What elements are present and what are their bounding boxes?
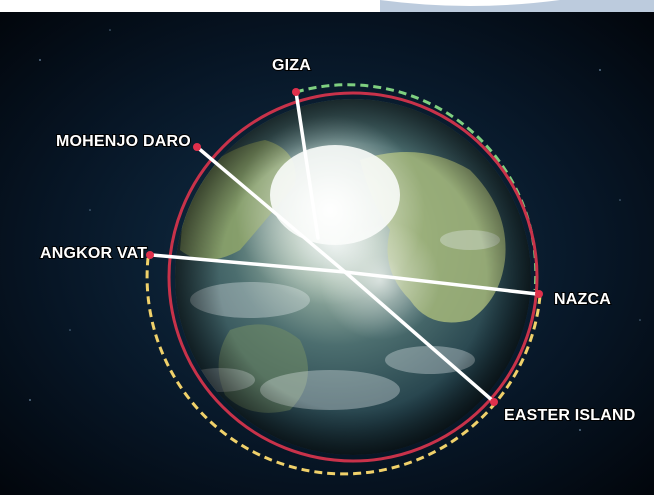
marker-mohenjo-daro xyxy=(193,143,201,151)
dashed-ring-yellow xyxy=(145,257,542,476)
stars xyxy=(29,29,641,431)
dashed-ring-green xyxy=(295,83,538,291)
line-angkor-vat xyxy=(150,253,347,274)
red-circle xyxy=(167,91,539,463)
line-giza xyxy=(294,90,320,240)
marker-giza xyxy=(292,88,300,96)
site-lines xyxy=(150,90,539,403)
marker-nazca xyxy=(535,290,543,298)
label-angkor-vat: ANGKOR VAT xyxy=(40,245,147,262)
site-markers xyxy=(146,88,543,406)
marker-angkor-vat xyxy=(146,251,154,259)
label-easter-island: EASTER ISLAND xyxy=(504,407,636,424)
label-nazca: NAZCA xyxy=(554,291,611,308)
line-nazca xyxy=(343,270,539,296)
marker-easter-island xyxy=(490,398,498,406)
label-mohenjo-daro: MOHENJO DARO xyxy=(56,133,191,150)
line-mohenjo-daro xyxy=(195,145,347,274)
label-giza: GIZA xyxy=(272,57,311,74)
line-easter-island xyxy=(343,270,495,403)
top-edge-artifact xyxy=(380,0,654,12)
